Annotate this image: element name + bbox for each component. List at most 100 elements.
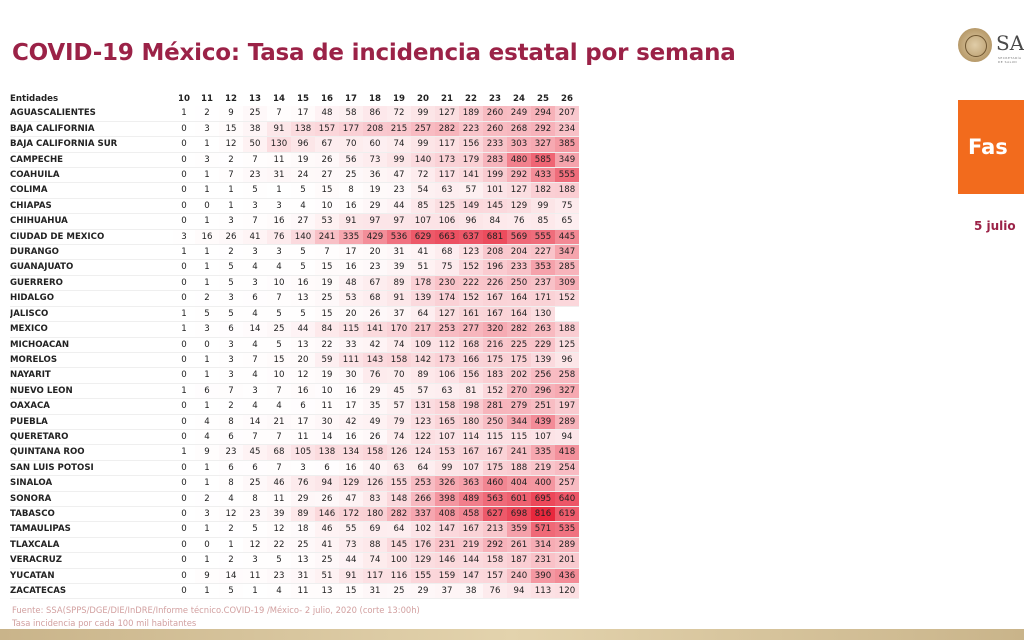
rate-cell: 40	[363, 460, 387, 476]
rate-cell: 2	[195, 290, 219, 307]
state-name: MEXICO	[10, 324, 48, 335]
rate-cell: 23	[219, 444, 243, 461]
rate-cell: 0	[173, 198, 195, 214]
rate-cell: 230	[435, 275, 459, 291]
entities-header: Entidades	[10, 94, 59, 104]
rate-cell: 42	[363, 337, 387, 353]
state-name: CAMPECHE	[10, 154, 64, 165]
rate-cell: 60	[363, 136, 387, 153]
rate-cell: 201	[555, 552, 579, 569]
rate-cell: 178	[411, 275, 435, 291]
rate-cell: 23	[243, 167, 267, 183]
rate-cell: 231	[531, 552, 555, 569]
rate-cell: 7	[243, 429, 267, 445]
rate-cell: 3	[243, 275, 267, 291]
rate-cell: 67	[315, 136, 339, 153]
rate-cell: 130	[531, 306, 555, 322]
rate-cell: 106	[435, 367, 459, 384]
ssa-logo: SA SECRETARÍA DE SALUD	[958, 26, 1024, 66]
rate-cell: 64	[387, 521, 411, 538]
table-row: JALISCO 1 5 5 4 5 5 15 20 26 37 64 127 161 167 164 130	[10, 306, 579, 322]
table-row: BAJA CALIFORNIA SUR 0 1 12 50 130 96 67 70 60 74 99…	[10, 136, 579, 153]
rate-cell: 7	[243, 152, 267, 168]
rate-cell: 282	[435, 121, 459, 137]
rate-cell: 147	[459, 568, 483, 584]
rate-cell: 64	[411, 460, 435, 476]
table-row: ZACATECAS 0 1 5 1 4 11 13 15 31 25 29 37 38 76 94 113 120	[10, 583, 579, 599]
rate-cell: 303	[507, 136, 531, 153]
rate-cell: 29	[363, 383, 387, 399]
rate-cell: 115	[339, 321, 363, 337]
rate-cell: 122	[411, 429, 435, 445]
state-name: NUEVO LEON	[10, 385, 73, 396]
rate-cell: 107	[435, 429, 459, 445]
rate-cell: 107	[459, 460, 483, 476]
rate-cell: 167	[459, 521, 483, 538]
rate-cell: 1	[195, 167, 219, 183]
rate-cell: 167	[483, 290, 507, 307]
rate-cell: 48	[339, 275, 363, 291]
rate-cell: 89	[291, 506, 315, 522]
rate-cell: 25	[243, 475, 267, 492]
state-name: BAJA CALIFORNIA SUR	[10, 139, 118, 150]
table-row: NUEVO LEON 1 6 7 3 7 16 10 16 29 45 57 63 81 152 270 296…	[10, 383, 579, 399]
rate-cell: 125	[555, 337, 579, 353]
rate-cell: 19	[363, 182, 387, 199]
rate-cell: 17	[339, 398, 363, 415]
rate-cell: 816	[531, 506, 555, 522]
rate-cell: 175	[483, 352, 507, 368]
rate-cell: 1	[219, 182, 243, 199]
rate-cell: 75	[435, 259, 459, 276]
rate-cell: 13	[291, 337, 315, 353]
rate-cell: 1	[173, 383, 195, 399]
state-name: SAN LUIS POTOSI	[10, 462, 94, 473]
rate-cell: 99	[435, 460, 459, 476]
rate-cell: 140	[291, 229, 315, 245]
rate-cell: 266	[411, 491, 435, 507]
rate-cell: 637	[459, 229, 483, 245]
rate-cell: 15	[267, 352, 291, 368]
rate-cell: 102	[411, 521, 435, 538]
rate-cell: 408	[435, 506, 459, 522]
rate-cell: 99	[411, 106, 435, 122]
rate-cell: 19	[291, 152, 315, 168]
table-row: HIDALGO 0 2 3 6 7 13 25 53 68 91 139 174 152 167 164 171…	[10, 290, 579, 307]
rate-cell: 76	[483, 583, 507, 599]
rate-cell: 223	[459, 121, 483, 137]
table-row: GUANAJUATO 0 1 5 4 4 5 15 16 23 39 51 75 152 196 233 353…	[10, 259, 579, 276]
rate-cell: 27	[315, 167, 339, 183]
rate-cell: 3	[267, 198, 291, 214]
rate-cell: 11	[291, 583, 315, 599]
rate-cell: 0	[173, 352, 195, 368]
rate-cell: 3	[219, 367, 243, 384]
table-row: VERACRUZ 0 1 2 3 5 13 25 44 74 100 129 146 144 158 187 2…	[10, 552, 579, 569]
rate-cell: 45	[387, 383, 411, 399]
rate-cell: 76	[507, 213, 531, 230]
rate-cell: 197	[555, 398, 579, 415]
rate-cell: 64	[411, 306, 435, 322]
rate-cell: 56	[339, 152, 363, 168]
rate-cell: 5	[267, 306, 291, 322]
table-row: SINALOA 0 1 8 25 46 76 94 129 126 155 253 326 363 460 4…	[10, 475, 579, 492]
rate-cell: 83	[363, 491, 387, 507]
rate-cell: 3	[219, 290, 243, 307]
week-header: 22	[465, 94, 477, 104]
rate-cell: 0	[173, 568, 195, 584]
rate-cell: 2	[219, 398, 243, 415]
rate-cell: 20	[291, 352, 315, 368]
state-name: COLIMA	[10, 185, 48, 196]
rate-cell: 100	[387, 552, 411, 569]
rate-cell: 429	[363, 229, 387, 245]
rate-cell: 11	[267, 491, 291, 507]
rate-cell: 17	[339, 244, 363, 260]
rate-cell: 0	[195, 198, 219, 214]
rate-cell: 44	[291, 321, 315, 337]
rate-cell: 7	[267, 290, 291, 307]
table-row: SAN LUIS POTOSI 0 1 6 6 7 3 6 16 40 63 64 99 107 175 18…	[10, 460, 579, 476]
rate-cell: 263	[531, 321, 555, 337]
rate-cell: 141	[363, 321, 387, 337]
rate-cell: 26	[363, 306, 387, 322]
rate-cell: 4	[243, 259, 267, 276]
rate-cell: 97	[387, 213, 411, 230]
table-row: AGUASCALIENTES 1 2 9 25 7 17 48 58 86 72 99 127 189 26…	[10, 106, 579, 122]
